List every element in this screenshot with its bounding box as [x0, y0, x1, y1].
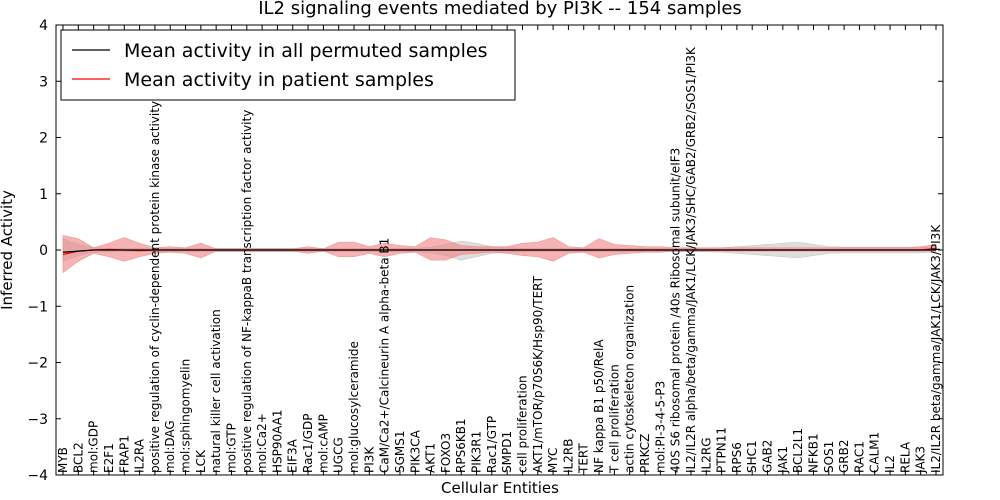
x-tick-label: JAK3 [914, 446, 928, 474]
x-tick-label: EIF3A [286, 438, 300, 473]
x-tick-label: IL2 [883, 455, 897, 473]
legend-label-patient: Mean activity in patient samples [124, 69, 434, 91]
legend-label-permuted: Mean activity in all permuted samples [124, 40, 487, 62]
x-tick-label: PTPN11 [715, 427, 729, 473]
x-tick-label: UGCG [332, 437, 346, 473]
x-tick-label: IL2RG [699, 438, 713, 474]
x-tick-label: natural killer cell activation [209, 309, 223, 473]
x-tick-label: PRKCZ [638, 434, 652, 473]
series-bands [62, 235, 937, 274]
y-tick-label: 4 [39, 18, 48, 34]
x-tick-label: IL2RA [133, 438, 147, 473]
y-tick-label: 1 [39, 187, 48, 203]
x-tick-label: T cell proliferation [607, 364, 621, 474]
x-tick-label: MYB [56, 447, 70, 473]
x-tick-label: BCL2L1 [791, 428, 805, 473]
x-tick-label: RAC1 [852, 441, 866, 473]
x-tick-label: RELA [898, 441, 912, 473]
x-tick-label: HSP90AA1 [270, 409, 284, 473]
x-tick-label: NFKB1 [806, 433, 820, 473]
series-lines [62, 247, 937, 256]
x-tick-label: AKT1/mTOR/p70S6K/Hsp90/TERT [531, 275, 545, 473]
x-tick-label: SGMS1 [393, 430, 407, 473]
x-tick-label: IL2/IL2R beta/gamma/JAK1/LCK/JAK3/PI3K [929, 224, 943, 473]
x-tick-label: AKT1 [424, 443, 438, 473]
x-tick-label: actin cytoskeleton organization [623, 285, 637, 473]
x-tick-label: CALM1 [868, 432, 882, 473]
x-tick-label: SOS1 [822, 441, 836, 473]
x-tick-label: mol:GDP [87, 421, 101, 473]
x-tick-label: positive regulation of cyclin-dependent … [148, 101, 162, 473]
x-tick-label: JAK1 [776, 446, 790, 474]
x-tick-label: mol:glucosylceramide [347, 341, 361, 473]
y-tick-label: −2 [27, 356, 48, 372]
x-axis: MYB BCL2 mol:GDP E2F1 FRAP1 IL2RA positive reg… [56, 25, 943, 475]
x-tick-label: RPS6 [730, 442, 744, 473]
x-tick-label: mol:PI-3-4-5-P3 [653, 381, 667, 473]
y-tick-label: −4 [27, 468, 48, 484]
y-tick-label: −1 [27, 299, 48, 315]
x-tick-label: SMPD1 [500, 431, 514, 473]
x-tick-label: 40S S6 ribosomal protein /40s Ribosomal … [669, 148, 683, 473]
x-tick-label: IL2/IL2R alpha/beta/gamma/JAK1/LCK/JAK3/… [684, 46, 698, 473]
x-tick-label: positive regulation of NF-kappaB transcr… [240, 110, 254, 473]
x-tick-label: PI3K [362, 446, 376, 473]
x-tick-label: PIK3R1 [470, 431, 484, 473]
x-tick-label: mol:cAMP [316, 414, 330, 473]
chart-title: IL2 signaling events mediated by PI3K --… [258, 0, 742, 19]
x-tick-label: BCL2 [71, 442, 85, 473]
x-tick-label: Rac1/GDP [301, 414, 315, 473]
x-tick-label: mol:sphingomyelin [179, 359, 193, 473]
y-tick-label: 0 [39, 243, 48, 259]
x-tick-label: Rac1/GTP [485, 416, 499, 473]
x-tick-label: GRB2 [837, 439, 851, 473]
x-tick-label: E2F1 [102, 443, 116, 473]
x-tick-label: MYC [546, 448, 560, 473]
x-tick-label: mol:GTP [224, 423, 238, 473]
legend: Mean activity in all permuted samples Me… [60, 29, 516, 101]
x-axis-label: Cellular Entities [441, 479, 559, 497]
y-axis: −4 −3 −2 −1 0 1 2 3 4 [27, 18, 943, 484]
x-tick-label: CaM/Ca2+/Calcineurin A alpha-beta B1 [378, 238, 392, 473]
y-tick-label: 3 [39, 74, 48, 90]
y-tick-label: −3 [27, 412, 48, 428]
line-permuted [62, 249, 936, 253]
legend-box [60, 29, 516, 101]
x-tick-label: TERT [577, 443, 591, 474]
x-tick-label: SHC1 [745, 440, 759, 473]
band-patient [62, 235, 937, 274]
x-tick-label: NF kappa B1 p50/RelA [592, 339, 606, 473]
y-axis-label: Inferred Activity [0, 190, 16, 310]
x-tick-label: PIK3CA [408, 429, 422, 473]
x-tick-label: cell proliferation [515, 375, 529, 473]
x-tick-label: FOXO3 [439, 433, 453, 473]
x-tick-label: FRAP1 [117, 435, 131, 473]
y-tick-label: 2 [39, 131, 48, 147]
x-tick-label: mol:Ca2+ [255, 413, 269, 473]
x-tick-label: RPS6KB1 [454, 418, 468, 473]
x-tick-label: GAB2 [761, 440, 775, 473]
x-tick-label: LCK [194, 449, 208, 473]
x-tick-label: IL2RB [561, 439, 575, 473]
x-tick-label: mol:DAG [163, 420, 177, 473]
